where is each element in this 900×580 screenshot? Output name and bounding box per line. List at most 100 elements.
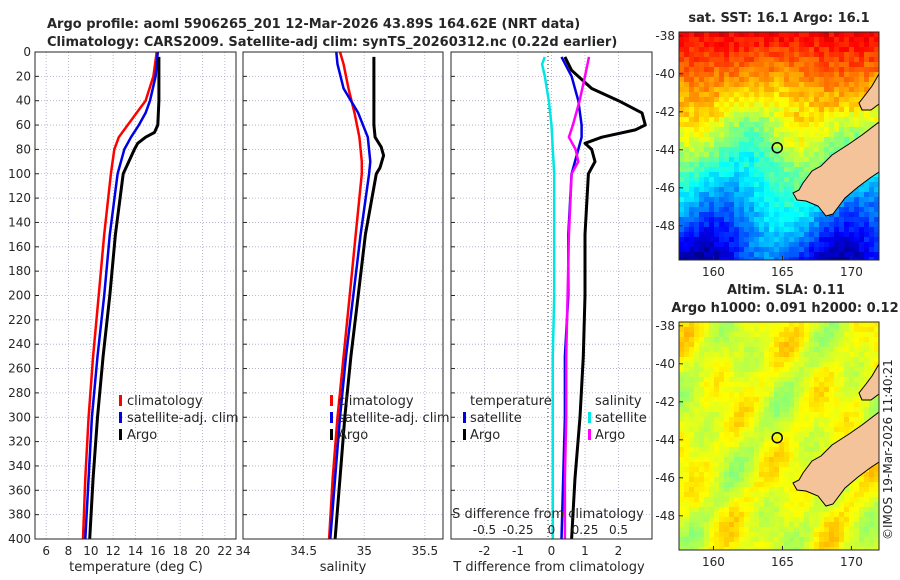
map-cell	[729, 217, 735, 223]
map-cell	[729, 82, 735, 88]
map-cell	[689, 77, 695, 83]
map-cell	[864, 182, 870, 188]
s-tick-label: 0.5	[609, 523, 628, 537]
map-cell	[839, 512, 845, 518]
map-cell	[694, 407, 700, 413]
map-cell	[794, 252, 800, 258]
map-cell	[784, 382, 790, 388]
map-cell	[754, 112, 760, 118]
map-cell	[744, 407, 750, 413]
legend-swatch-T-satellite	[463, 412, 466, 423]
map-cell	[824, 112, 830, 118]
map-cell	[759, 547, 765, 550]
temperature-grid	[35, 51, 236, 540]
map-cell	[759, 37, 765, 43]
map-cell	[749, 47, 755, 53]
map-cell	[684, 397, 690, 403]
map-cell	[784, 82, 790, 88]
map-cell	[874, 492, 879, 498]
map-cell	[839, 112, 845, 118]
map-cell	[809, 42, 815, 48]
map-cell	[689, 222, 695, 228]
map-cell	[679, 42, 685, 48]
map-cell	[754, 532, 760, 538]
map-cell	[799, 422, 805, 428]
map-cell	[679, 47, 685, 53]
map-cell	[729, 242, 735, 248]
map-cell	[824, 362, 830, 368]
map-cell	[689, 92, 695, 98]
map-cell	[799, 242, 805, 248]
map-cell	[719, 502, 725, 508]
map-cell	[804, 537, 810, 543]
map-cell	[689, 62, 695, 68]
map-cell	[694, 382, 700, 388]
map-cell	[684, 37, 690, 43]
map-cell	[719, 237, 725, 243]
map-cell	[794, 537, 800, 543]
map-cell	[814, 332, 820, 338]
map-cell	[784, 177, 790, 183]
map-cell	[729, 192, 735, 198]
map-cell	[844, 502, 850, 508]
map-cell	[869, 362, 875, 368]
map-cell	[809, 152, 815, 158]
map-cell	[874, 407, 879, 413]
map-cell	[754, 72, 760, 78]
map-cell	[704, 62, 710, 68]
map-cell	[684, 242, 690, 248]
map-cell	[764, 32, 770, 38]
map-cell	[824, 377, 830, 383]
map-cell	[854, 32, 860, 38]
map-cell	[734, 202, 740, 208]
map-cell	[719, 82, 725, 88]
map-cell	[714, 132, 720, 138]
map-cell	[704, 457, 710, 463]
map-cell	[829, 372, 835, 378]
map-cell	[704, 222, 710, 228]
map-cell	[704, 172, 710, 178]
map-cell	[684, 537, 690, 543]
map-cell	[824, 252, 830, 258]
map-cell	[844, 87, 850, 93]
map-cell	[834, 542, 840, 548]
map-cell	[774, 257, 780, 260]
map-cell	[729, 132, 735, 138]
map-cell	[724, 97, 730, 103]
map-cell	[774, 57, 780, 63]
series-line-argo	[333, 56, 386, 539]
map-cell	[739, 112, 745, 118]
map-cell	[829, 322, 835, 328]
map-cell	[734, 252, 740, 258]
map-cell	[779, 467, 785, 473]
map-cell	[784, 92, 790, 98]
map-cell	[699, 397, 705, 403]
map-cell	[864, 257, 870, 260]
map-cell	[694, 477, 700, 483]
map-cell	[824, 367, 830, 373]
map-cell	[729, 427, 735, 433]
map-cell	[799, 367, 805, 373]
map-cell	[849, 127, 855, 133]
map-cell	[834, 107, 840, 113]
map-cell	[709, 527, 715, 533]
map-cell	[864, 242, 870, 248]
map-cell	[699, 187, 705, 193]
map-cell	[764, 427, 770, 433]
map-cell	[694, 72, 700, 78]
map-cell	[779, 32, 785, 38]
map-cell	[694, 47, 700, 53]
map-cell	[769, 207, 775, 213]
map-cell	[769, 152, 775, 158]
map-cell	[809, 207, 815, 213]
map-cell	[709, 512, 715, 518]
map-cell	[874, 507, 879, 513]
map-cell	[804, 167, 810, 173]
map-cell	[859, 212, 865, 218]
map-cell	[809, 542, 815, 548]
map-cell	[694, 412, 700, 418]
y-tick-label: 280	[8, 386, 31, 400]
map-cell	[679, 167, 685, 173]
legend-label-argo: Argo	[338, 428, 368, 443]
map-cell	[714, 437, 720, 443]
